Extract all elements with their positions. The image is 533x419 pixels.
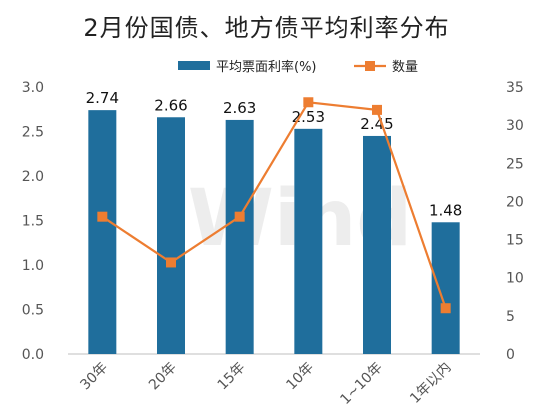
legend-line-label: 数量 xyxy=(392,60,418,75)
y-right-tick-label: 0 xyxy=(506,347,515,363)
y-left-tick-label: 1.0 xyxy=(22,258,44,274)
y-left-tick-label: 2.0 xyxy=(22,169,44,185)
y-right-tick-label: 35 xyxy=(506,80,524,96)
bar xyxy=(88,110,117,354)
y-right-tick-label: 5 xyxy=(506,309,515,325)
bar-data-label: 2.63 xyxy=(223,99,256,117)
bar xyxy=(363,135,391,354)
line-point xyxy=(166,257,176,268)
x-tick-label: 1~10年 xyxy=(337,360,385,408)
bar-data-label: 1.48 xyxy=(429,201,462,219)
bar-data-label: 2.66 xyxy=(154,96,187,114)
x-tick-label: 1年以内 xyxy=(407,360,454,407)
y-right-tick-label: 15 xyxy=(506,233,524,249)
line-series xyxy=(101,101,447,309)
chart-title: 2月份国债、地方债平均利率分布 xyxy=(83,14,450,42)
line-point xyxy=(97,211,108,222)
y-right-tick-label: 10 xyxy=(506,271,524,287)
bar-data-label: 2.53 xyxy=(292,108,325,126)
bar xyxy=(225,119,254,355)
legend-bar-label: 平均票面利率(%) xyxy=(216,59,317,75)
bar xyxy=(431,222,460,354)
bar xyxy=(294,128,323,354)
legend-bar-swatch xyxy=(178,61,210,70)
line-point xyxy=(440,303,451,314)
x-tick-label: 10年 xyxy=(283,360,317,394)
line-point xyxy=(372,104,382,115)
y-right-tick-label: 25 xyxy=(506,156,524,172)
legend-line-marker xyxy=(365,61,375,71)
y-left-tick-label: 0.0 xyxy=(22,347,44,363)
x-tick-label: 20年 xyxy=(146,360,180,394)
x-tick-label: 15年 xyxy=(215,360,249,394)
bar-data-label: 2.45 xyxy=(360,115,393,133)
line-point xyxy=(234,211,245,222)
x-tick-label: 30年 xyxy=(77,360,111,394)
bar xyxy=(157,117,185,354)
y-left-tick-label: 0.5 xyxy=(22,303,44,319)
y-left-tick-label: 3.0 xyxy=(22,80,44,96)
bar-data-label: 2.74 xyxy=(86,89,119,107)
y-right-tick-label: 20 xyxy=(506,194,524,210)
y-right-tick-label: 30 xyxy=(506,118,524,134)
line-point xyxy=(303,97,314,108)
y-left-tick-label: 1.5 xyxy=(22,214,44,230)
y-left-tick-label: 2.5 xyxy=(22,125,44,141)
